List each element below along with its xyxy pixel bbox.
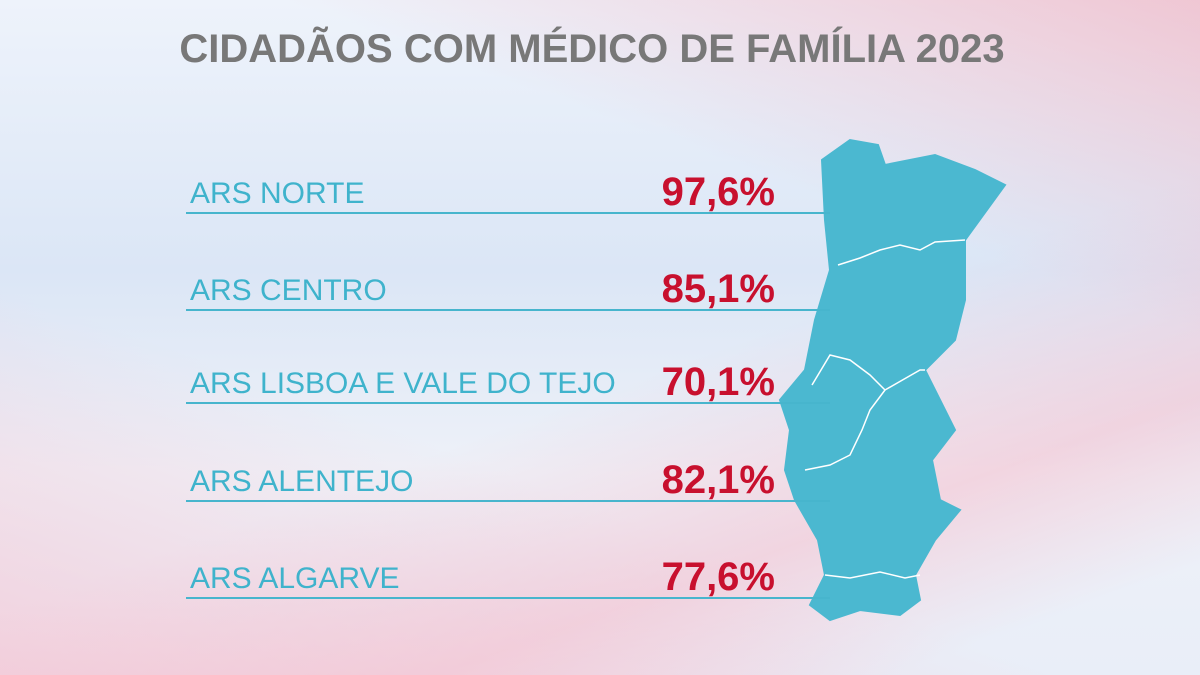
- region-value: 77,6%: [662, 555, 775, 599]
- region-label: ARS ALENTEJO: [190, 465, 413, 498]
- region-label: ARS ALGARVE: [190, 562, 400, 595]
- region-value: 70,1%: [662, 360, 775, 404]
- rows: ARS NORTE 97,6% ARS CENTRO 85,1% ARS LISBOA …: [186, 170, 830, 599]
- region-borders: [804, 239, 966, 579]
- map: [778, 138, 1007, 622]
- region-label: ARS CENTRO: [190, 274, 387, 307]
- region-value: 82,1%: [662, 458, 775, 502]
- region-value: 85,1%: [662, 267, 775, 311]
- map-portugal: [778, 138, 1007, 622]
- region-label: ARS LISBOA E VALE DO TEJO: [190, 367, 616, 400]
- region-value: 97,6%: [662, 170, 775, 214]
- region-label: ARS NORTE: [190, 177, 364, 210]
- title: CIDADÃOS COM MÉDICO DE FAMÍLIA 2023: [179, 25, 1004, 71]
